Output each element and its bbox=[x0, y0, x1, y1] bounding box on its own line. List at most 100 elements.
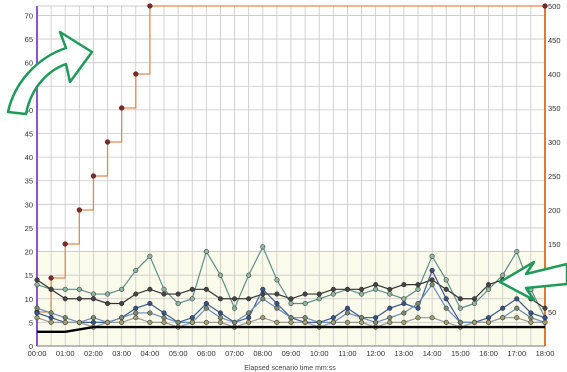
series-point-left bbox=[471, 319, 477, 325]
arrow-top-left-icon bbox=[6, 30, 94, 116]
series-point-left bbox=[133, 291, 139, 297]
series-point-left bbox=[302, 315, 308, 321]
series-point-left bbox=[260, 244, 266, 250]
series-point-left bbox=[90, 296, 96, 302]
series-point-left bbox=[161, 286, 167, 292]
series-point-left bbox=[274, 300, 280, 307]
series-point-left bbox=[189, 319, 195, 325]
series-point-left bbox=[217, 272, 223, 278]
series-point-left bbox=[359, 315, 365, 321]
series-point-left bbox=[500, 315, 506, 321]
series-point-left bbox=[415, 315, 421, 321]
series-point-left bbox=[330, 291, 336, 297]
right-tick-label: 50 bbox=[548, 308, 556, 317]
series-point-left bbox=[373, 282, 379, 288]
series-point-left bbox=[175, 319, 181, 325]
series-point-left bbox=[217, 315, 223, 321]
series-point-left bbox=[203, 300, 209, 307]
series-point-left bbox=[415, 286, 421, 292]
series-point-right bbox=[90, 173, 97, 179]
series-point-left bbox=[302, 291, 308, 297]
right-tick-label: 200 bbox=[548, 206, 561, 215]
series-point-left bbox=[133, 305, 139, 311]
series-point-left bbox=[217, 296, 223, 302]
x-tick-label: 13:00 bbox=[394, 349, 413, 358]
x-tick-label: 16:00 bbox=[479, 349, 498, 358]
series-point-left bbox=[387, 319, 393, 325]
series-point-left bbox=[373, 315, 379, 321]
series-layer bbox=[34, 3, 548, 334]
x-tick-label: 15:00 bbox=[451, 349, 470, 358]
series-point-left bbox=[147, 319, 153, 325]
series-point-left bbox=[34, 305, 40, 311]
series-point-left bbox=[288, 315, 294, 321]
series-point-left bbox=[274, 291, 280, 297]
x-tick-label: 17:00 bbox=[507, 349, 526, 358]
series-point-left bbox=[274, 305, 280, 311]
series-point-left bbox=[203, 286, 209, 292]
series-point-left bbox=[330, 319, 336, 325]
x-tick-label: 02:00 bbox=[84, 349, 103, 358]
left-tick-label: 25 bbox=[25, 224, 33, 233]
series-point-left bbox=[457, 305, 463, 311]
series-point-left bbox=[302, 300, 308, 307]
series-point-left bbox=[457, 319, 463, 325]
series-point-left bbox=[189, 286, 195, 292]
series-point-left bbox=[161, 310, 167, 316]
series-point-left bbox=[161, 291, 167, 297]
series-point-left bbox=[274, 319, 280, 325]
series-point-left bbox=[542, 319, 548, 325]
series-point-left bbox=[316, 291, 322, 297]
series-point-left bbox=[415, 305, 421, 311]
series-point-left bbox=[514, 305, 520, 311]
series-point-left bbox=[203, 319, 209, 325]
series-point-left bbox=[260, 286, 266, 292]
series-point-left bbox=[330, 315, 336, 321]
series-point-left bbox=[330, 286, 336, 292]
right-tick-label: 500 bbox=[548, 2, 561, 11]
series-point-left bbox=[175, 291, 181, 297]
series-point-left bbox=[387, 291, 393, 297]
series-point-left bbox=[119, 300, 125, 307]
series-point-left bbox=[542, 305, 548, 311]
series-point-left bbox=[415, 300, 421, 307]
series-point-left bbox=[90, 291, 96, 297]
series-point-left bbox=[62, 315, 68, 321]
series-point-left bbox=[147, 286, 153, 292]
x-tick-label: 14:00 bbox=[423, 349, 442, 358]
x-tick-label: 00:00 bbox=[28, 349, 47, 358]
series-point-left bbox=[514, 315, 520, 321]
series-point-left bbox=[429, 315, 435, 321]
series-point-left bbox=[401, 319, 407, 325]
series-point-left bbox=[429, 282, 435, 288]
series-point-left bbox=[415, 282, 421, 288]
series-point-left bbox=[514, 296, 520, 302]
series-point-left bbox=[34, 310, 40, 316]
series-point-left bbox=[387, 286, 393, 292]
right-tick-label: 250 bbox=[548, 172, 561, 181]
series-line-left bbox=[37, 325, 545, 334]
series-point-left bbox=[528, 310, 534, 316]
series-point-left bbox=[232, 296, 238, 302]
left-tick-label: 0 bbox=[29, 342, 33, 351]
series-point-left bbox=[528, 319, 534, 325]
series-point-left bbox=[119, 319, 125, 325]
series-point-left bbox=[203, 249, 209, 255]
left-tick-label: 50 bbox=[25, 106, 33, 115]
series-point-left bbox=[486, 319, 492, 325]
series-point-right bbox=[133, 71, 139, 77]
right-tick-label: 300 bbox=[548, 138, 561, 147]
series-point-left bbox=[260, 315, 266, 321]
series-point-left bbox=[359, 291, 365, 297]
left-tick-label: 15 bbox=[25, 271, 33, 280]
right-tick-label: 350 bbox=[548, 104, 561, 113]
series-point-left bbox=[344, 310, 350, 316]
series-point-left bbox=[288, 319, 294, 325]
series-point-left bbox=[443, 286, 449, 292]
x-tick-label: 03:00 bbox=[112, 349, 131, 358]
series-point-left bbox=[387, 305, 393, 311]
series-point-left bbox=[288, 296, 294, 302]
series-point-left bbox=[48, 310, 54, 316]
series-point-left bbox=[387, 315, 393, 321]
